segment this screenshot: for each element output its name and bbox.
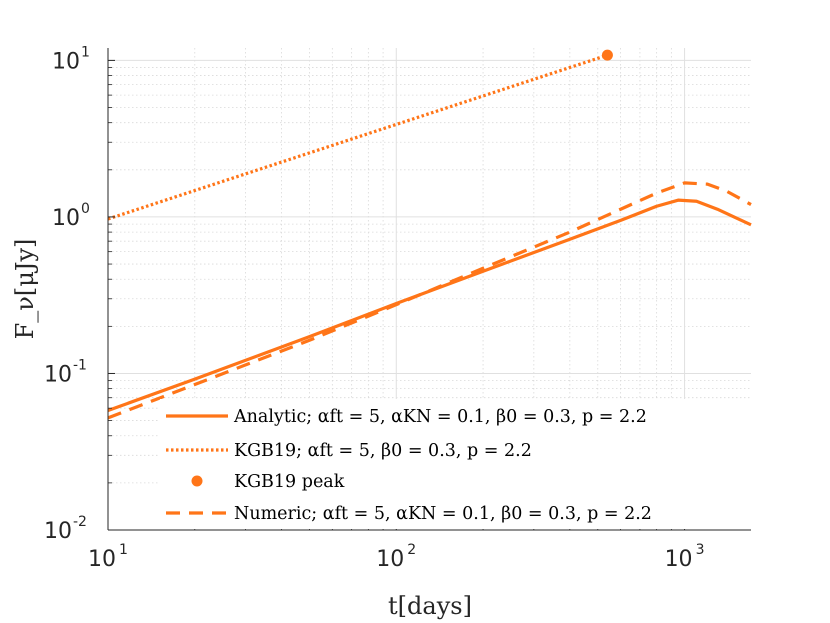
legend-entry-label: KGB19; αft = 5, β0 = 0.3, p = 2.2 bbox=[234, 441, 532, 461]
legend-entry-label: Numeric; αft = 5, αKN = 0.1, β0 = 0.3, p… bbox=[234, 504, 652, 524]
y-tick-exponent: -1 bbox=[73, 357, 87, 373]
legend: Analytic; αft = 5, αKN = 0.1, β0 = 0.3, … bbox=[160, 399, 750, 529]
x-axis-label: t[days] bbox=[388, 592, 472, 620]
legend-entry-label: Analytic; αft = 5, αKN = 0.1, β0 = 0.3, … bbox=[233, 407, 647, 427]
y-tick-label: 10 bbox=[52, 206, 80, 231]
legend-box bbox=[160, 399, 750, 529]
x-tick-exponent: 1 bbox=[119, 542, 128, 558]
x-tick-label: 10 bbox=[88, 547, 116, 572]
y-tick-exponent: 1 bbox=[81, 44, 90, 60]
series-line-solid bbox=[107, 198, 752, 413]
ticks: 10 1 10 2 10 310 -210 -110 010 1 bbox=[44, 44, 704, 572]
y-tick-exponent: -2 bbox=[73, 514, 87, 530]
y-tick-label: 10 bbox=[44, 362, 72, 387]
x-tick-label: 10 bbox=[376, 547, 404, 572]
series-line-dashed bbox=[107, 181, 752, 420]
y-tick-label: 10 bbox=[52, 49, 80, 74]
x-tick-exponent: 3 bbox=[696, 542, 705, 558]
x-tick-label: 10 bbox=[665, 547, 693, 572]
y-tick-label: 10 bbox=[44, 519, 72, 544]
axes bbox=[107, 48, 751, 531]
legend-entry-label: KGB19 peak bbox=[234, 472, 345, 492]
series-marker-kgb19-peak bbox=[601, 49, 613, 61]
legend-marker-peak bbox=[191, 475, 203, 487]
y-tick-exponent: 0 bbox=[81, 201, 90, 217]
series-layer bbox=[107, 49, 752, 420]
y-axis-label: F_ν[μJy] bbox=[11, 239, 39, 340]
x-tick-exponent: 2 bbox=[407, 542, 416, 558]
